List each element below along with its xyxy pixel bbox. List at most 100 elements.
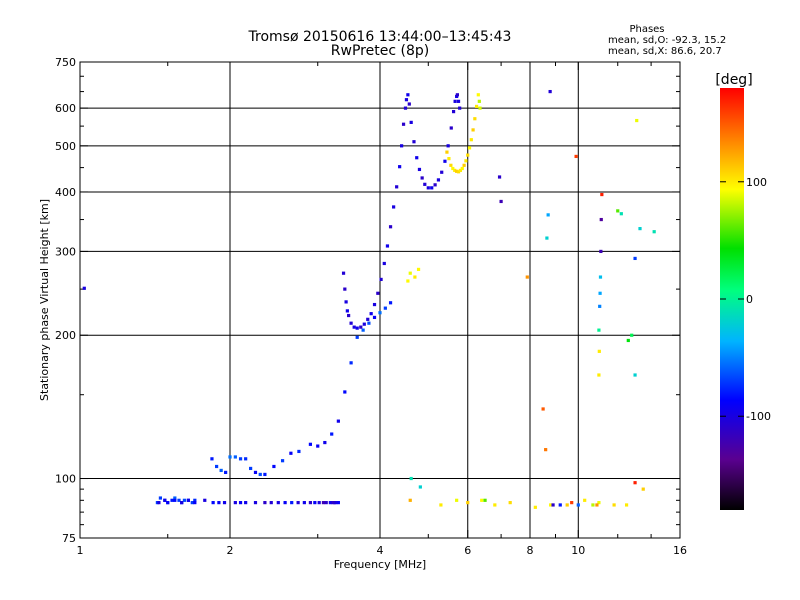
data-point [548, 89, 552, 94]
phases-title: Phases [629, 24, 664, 35]
data-point [466, 501, 470, 505]
y-axis-label: Stationary phase Virtual Height [km] [38, 199, 51, 401]
data-point [624, 503, 629, 507]
data-point [445, 150, 449, 154]
data-point [276, 501, 280, 505]
data-point [330, 432, 334, 436]
data-point [458, 168, 463, 172]
data-point [477, 99, 481, 103]
data-point [599, 217, 603, 222]
data-point [224, 470, 228, 475]
colorbar-ticks: 100 0 -100 [720, 176, 771, 423]
data-point [598, 275, 603, 279]
data-point [244, 501, 248, 505]
data-point [456, 99, 461, 103]
data-point [443, 159, 447, 163]
data-point [474, 104, 479, 109]
data-point [597, 328, 601, 332]
data-point [219, 468, 223, 473]
data-point [263, 472, 267, 477]
data-point [296, 501, 300, 505]
data-point [493, 503, 497, 507]
y-tick-label: 400 [55, 186, 76, 199]
data-point [455, 169, 459, 173]
data-point [280, 459, 285, 463]
data-point [302, 501, 306, 505]
x-tick-label: 16 [673, 544, 687, 557]
data-point [462, 163, 466, 167]
data-point [238, 457, 243, 461]
data-point [597, 373, 601, 377]
x-axis-ticks: 1 2 4 6 8 10 16 [77, 62, 687, 557]
data-point [403, 106, 408, 110]
data-point [193, 498, 197, 502]
data-point [158, 496, 163, 500]
data-point [641, 487, 645, 491]
data-point [388, 225, 393, 229]
data-point [211, 501, 215, 505]
data-point [420, 176, 424, 180]
data-point [480, 498, 484, 502]
data-point [633, 256, 637, 261]
data-point [499, 199, 503, 204]
data-point [544, 448, 548, 452]
data-point [451, 110, 456, 114]
data-point [361, 328, 365, 332]
data-point [233, 455, 237, 459]
chart-subtitle: RwPretec (8p) [331, 43, 429, 59]
data-point [177, 498, 181, 502]
data-point [469, 138, 473, 142]
y-tick-label: 500 [55, 140, 76, 153]
x-tick-label: 4 [377, 544, 384, 557]
data-point [379, 277, 383, 282]
data-point [407, 102, 411, 106]
data-point [401, 122, 406, 126]
data-point [473, 117, 477, 121]
data-point [263, 501, 267, 505]
data-point [359, 325, 363, 329]
data-point [383, 306, 387, 310]
data-point [599, 249, 603, 254]
data-point [574, 154, 578, 159]
data-point [378, 311, 382, 315]
data-point [249, 466, 253, 471]
x-tick-label: 6 [464, 544, 471, 557]
data-point [272, 464, 276, 469]
data-point [408, 271, 412, 275]
data-point [366, 317, 370, 321]
data-point [343, 287, 347, 291]
data-point [600, 192, 604, 197]
data-points [82, 89, 656, 509]
data-point [612, 503, 616, 507]
data-point [460, 166, 464, 171]
data-point [388, 301, 393, 305]
data-point [458, 106, 462, 110]
colorbar-tick-label: -100 [746, 410, 771, 423]
data-point [253, 470, 258, 475]
data-point [415, 156, 419, 160]
colorbar: [deg] 100 0 -100 [715, 72, 771, 510]
data-point [433, 183, 437, 187]
data-point [406, 279, 410, 283]
data-point [418, 485, 422, 489]
data-point [446, 144, 450, 148]
x-axis-label: Frequency [MHz] [334, 558, 426, 571]
data-point [173, 496, 177, 500]
data-point [476, 93, 480, 97]
data-point [597, 349, 601, 353]
data-point [633, 373, 637, 377]
data-point [398, 165, 402, 169]
data-point [334, 501, 338, 505]
data-point [408, 498, 412, 502]
data-point [355, 326, 359, 330]
data-point [385, 244, 390, 248]
data-point [423, 182, 427, 186]
data-point [447, 157, 451, 161]
data-point [616, 209, 620, 213]
data-point [406, 93, 410, 97]
data-point [451, 166, 455, 171]
data-point [395, 185, 399, 189]
data-point [157, 501, 161, 505]
data-point [203, 498, 207, 502]
data-point [409, 476, 413, 481]
